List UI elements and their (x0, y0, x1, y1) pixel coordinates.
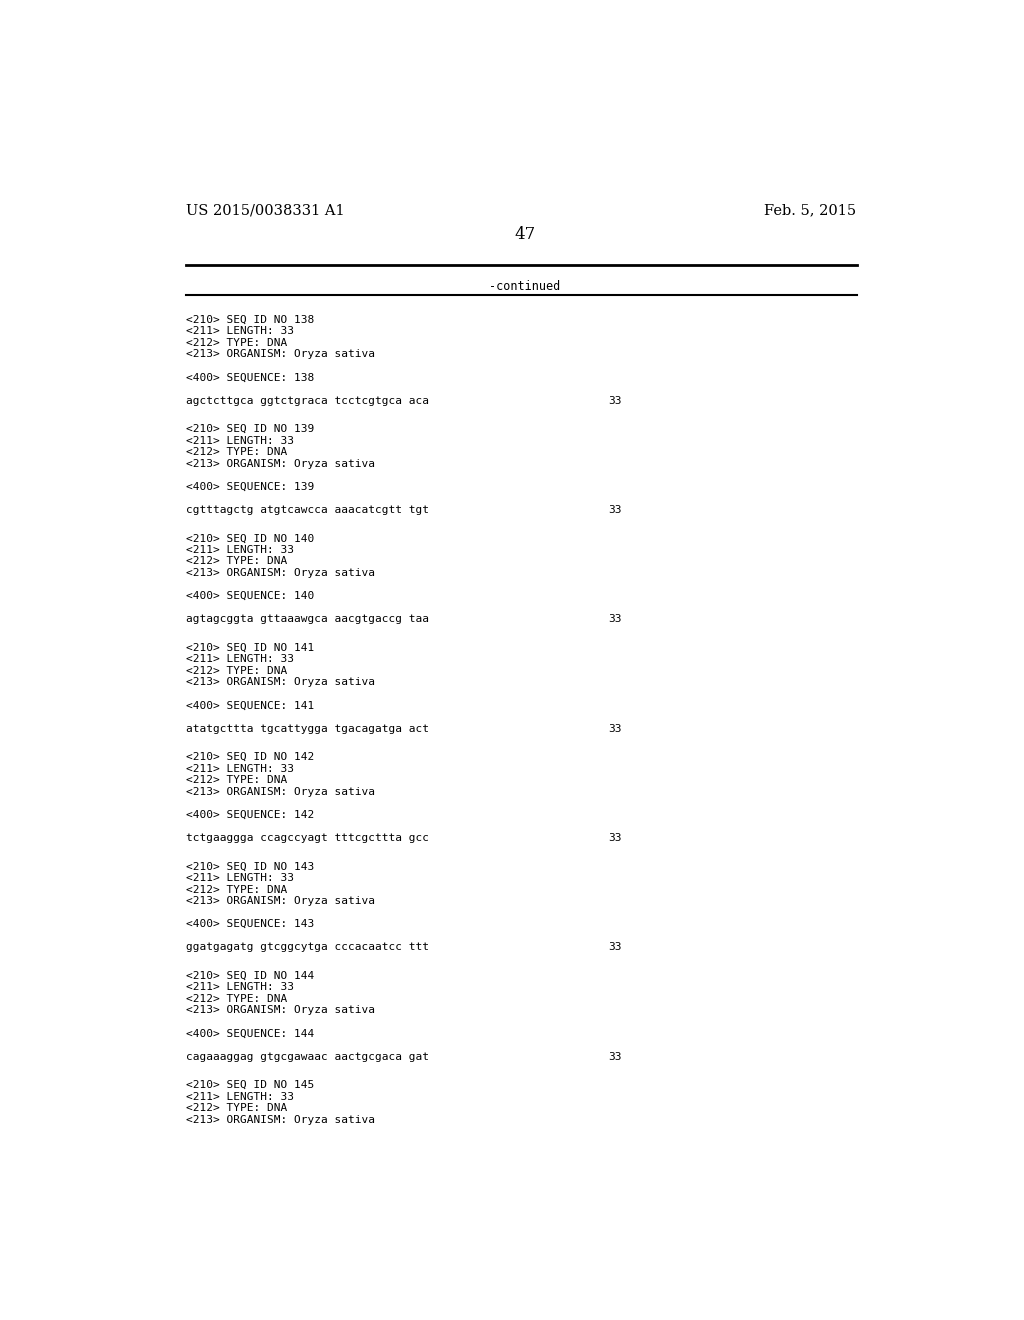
Text: <213> ORGANISM: Oryza sativa: <213> ORGANISM: Oryza sativa (186, 896, 375, 906)
Text: <212> TYPE: DNA: <212> TYPE: DNA (186, 884, 288, 895)
Text: <210> SEQ ID NO 141: <210> SEQ ID NO 141 (186, 643, 314, 652)
Text: agctcttgca ggtctgraca tcctcgtgca aca: agctcttgca ggtctgraca tcctcgtgca aca (186, 396, 429, 405)
Text: <210> SEQ ID NO 140: <210> SEQ ID NO 140 (186, 533, 314, 544)
Text: <211> LENGTH: 33: <211> LENGTH: 33 (186, 326, 294, 337)
Text: cgtttagctg atgtcawcca aaacatcgtt tgt: cgtttagctg atgtcawcca aaacatcgtt tgt (186, 506, 429, 515)
Text: 47: 47 (514, 226, 536, 243)
Text: <210> SEQ ID NO 138: <210> SEQ ID NO 138 (186, 314, 314, 325)
Text: 33: 33 (608, 833, 622, 843)
Text: <400> SEQUENCE: 141: <400> SEQUENCE: 141 (186, 701, 314, 710)
Text: Feb. 5, 2015: Feb. 5, 2015 (764, 203, 856, 216)
Text: <210> SEQ ID NO 139: <210> SEQ ID NO 139 (186, 424, 314, 434)
Text: <210> SEQ ID NO 142: <210> SEQ ID NO 142 (186, 752, 314, 762)
Text: <400> SEQUENCE: 143: <400> SEQUENCE: 143 (186, 919, 314, 929)
Text: 33: 33 (608, 1052, 622, 1061)
Text: <213> ORGANISM: Oryza sativa: <213> ORGANISM: Oryza sativa (186, 568, 375, 578)
Text: <210> SEQ ID NO 145: <210> SEQ ID NO 145 (186, 1080, 314, 1090)
Text: tctgaaggga ccagccyagt tttcgcttta gcc: tctgaaggga ccagccyagt tttcgcttta gcc (186, 833, 429, 843)
Text: <212> TYPE: DNA: <212> TYPE: DNA (186, 338, 288, 347)
Text: <212> TYPE: DNA: <212> TYPE: DNA (186, 775, 288, 785)
Text: <210> SEQ ID NO 143: <210> SEQ ID NO 143 (186, 862, 314, 871)
Text: <213> ORGANISM: Oryza sativa: <213> ORGANISM: Oryza sativa (186, 677, 375, 688)
Text: <400> SEQUENCE: 142: <400> SEQUENCE: 142 (186, 810, 314, 820)
Text: <211> LENGTH: 33: <211> LENGTH: 33 (186, 873, 294, 883)
Text: 33: 33 (608, 723, 622, 734)
Text: <213> ORGANISM: Oryza sativa: <213> ORGANISM: Oryza sativa (186, 350, 375, 359)
Text: <400> SEQUENCE: 139: <400> SEQUENCE: 139 (186, 482, 314, 492)
Text: <213> ORGANISM: Oryza sativa: <213> ORGANISM: Oryza sativa (186, 1114, 375, 1125)
Text: atatgcttta tgcattygga tgacagatga act: atatgcttta tgcattygga tgacagatga act (186, 723, 429, 734)
Text: agtagcggta gttaaawgca aacgtgaccg taa: agtagcggta gttaaawgca aacgtgaccg taa (186, 614, 429, 624)
Text: <212> TYPE: DNA: <212> TYPE: DNA (186, 665, 288, 676)
Text: <210> SEQ ID NO 144: <210> SEQ ID NO 144 (186, 970, 314, 981)
Text: <213> ORGANISM: Oryza sativa: <213> ORGANISM: Oryza sativa (186, 1006, 375, 1015)
Text: <211> LENGTH: 33: <211> LENGTH: 33 (186, 545, 294, 554)
Text: <213> ORGANISM: Oryza sativa: <213> ORGANISM: Oryza sativa (186, 459, 375, 469)
Text: <400> SEQUENCE: 140: <400> SEQUENCE: 140 (186, 591, 314, 601)
Text: <400> SEQUENCE: 138: <400> SEQUENCE: 138 (186, 372, 314, 383)
Text: <212> TYPE: DNA: <212> TYPE: DNA (186, 557, 288, 566)
Text: 33: 33 (608, 614, 622, 624)
Text: <211> LENGTH: 33: <211> LENGTH: 33 (186, 655, 294, 664)
Text: -continued: -continued (489, 280, 560, 293)
Text: <212> TYPE: DNA: <212> TYPE: DNA (186, 447, 288, 457)
Text: 33: 33 (608, 942, 622, 952)
Text: 33: 33 (608, 506, 622, 515)
Text: <212> TYPE: DNA: <212> TYPE: DNA (186, 1104, 288, 1113)
Text: cagaaaggag gtgcgawaac aactgcgaca gat: cagaaaggag gtgcgawaac aactgcgaca gat (186, 1052, 429, 1061)
Text: <211> LENGTH: 33: <211> LENGTH: 33 (186, 982, 294, 993)
Text: <213> ORGANISM: Oryza sativa: <213> ORGANISM: Oryza sativa (186, 787, 375, 797)
Text: <211> LENGTH: 33: <211> LENGTH: 33 (186, 436, 294, 446)
Text: <211> LENGTH: 33: <211> LENGTH: 33 (186, 763, 294, 774)
Text: <212> TYPE: DNA: <212> TYPE: DNA (186, 994, 288, 1003)
Text: <400> SEQUENCE: 144: <400> SEQUENCE: 144 (186, 1028, 314, 1039)
Text: ggatgagatg gtcggcytga cccacaatcc ttt: ggatgagatg gtcggcytga cccacaatcc ttt (186, 942, 429, 952)
Text: <211> LENGTH: 33: <211> LENGTH: 33 (186, 1092, 294, 1102)
Text: US 2015/0038331 A1: US 2015/0038331 A1 (186, 203, 345, 216)
Text: 33: 33 (608, 396, 622, 405)
